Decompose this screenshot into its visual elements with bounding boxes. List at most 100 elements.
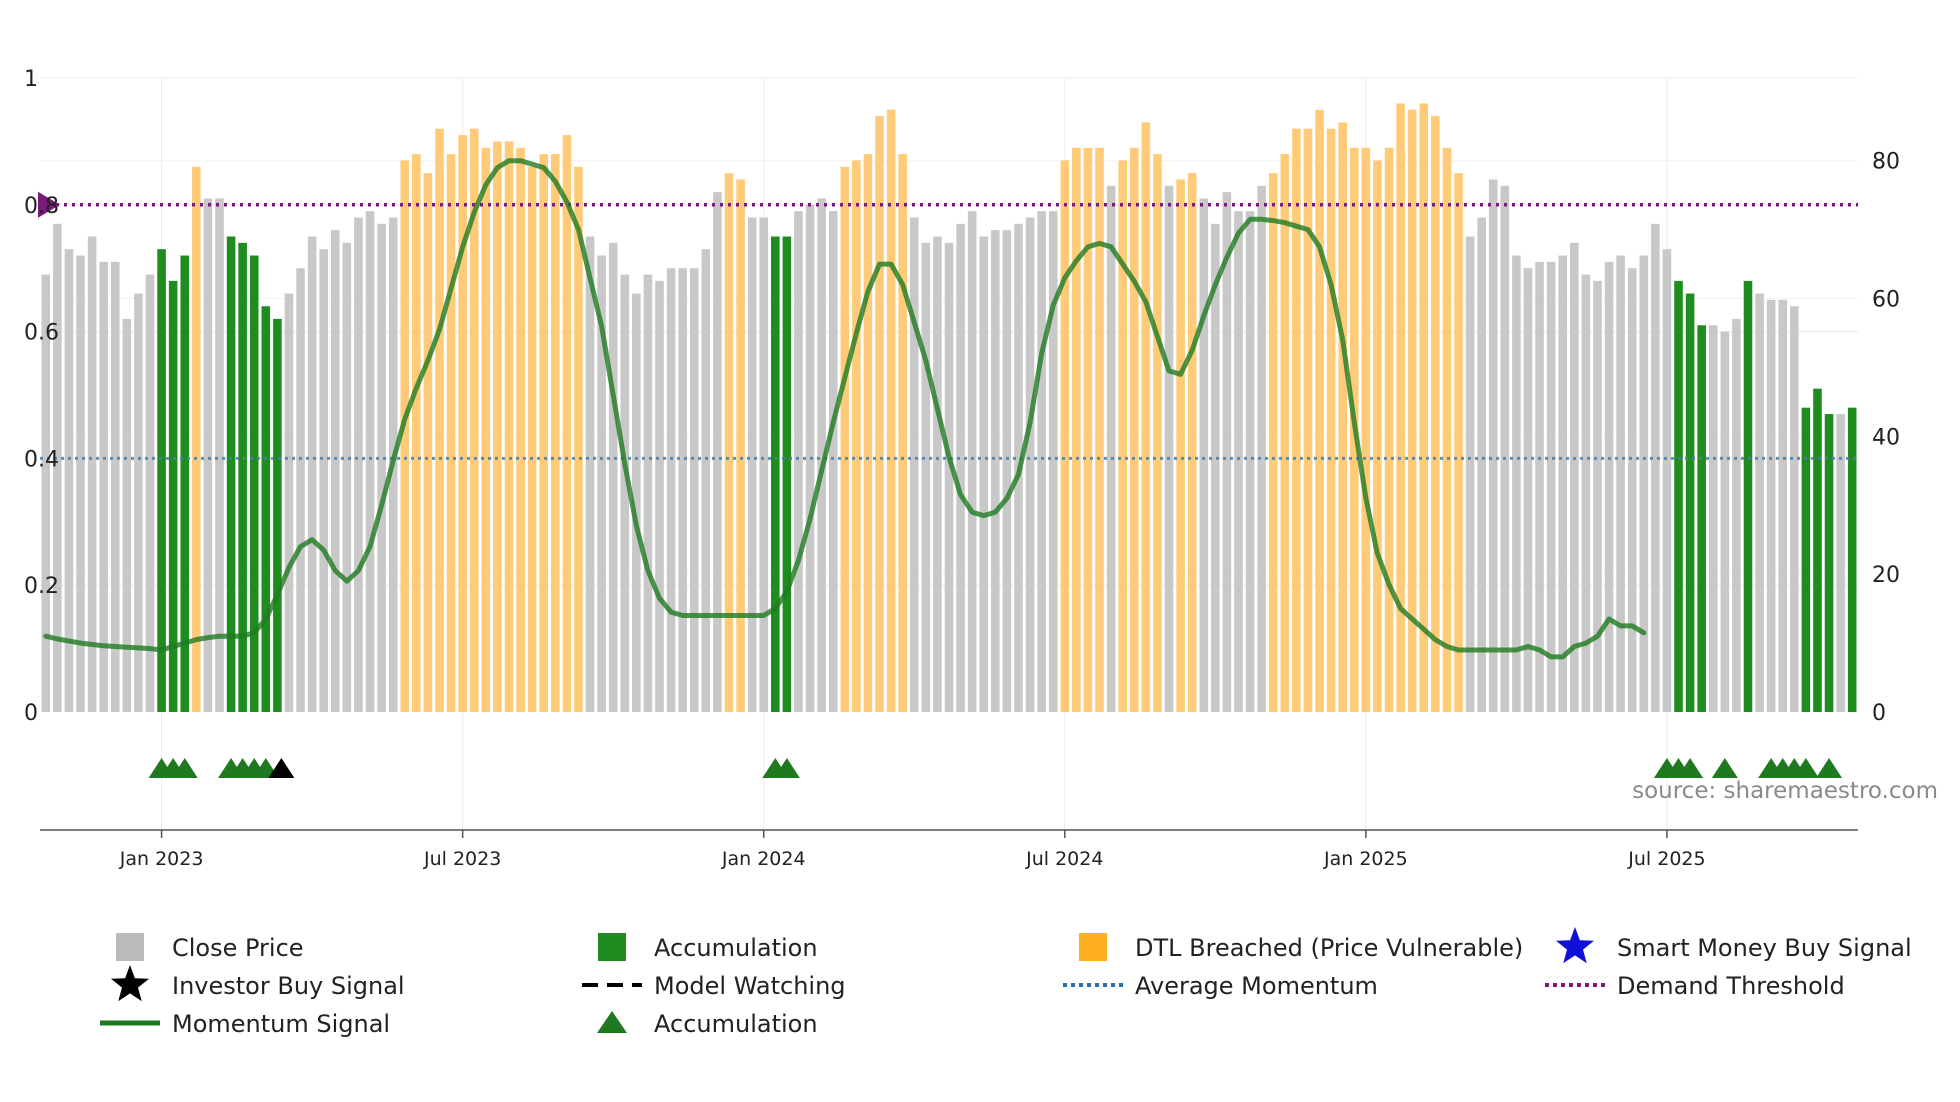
dtl-breached-bar <box>435 128 444 713</box>
close-price-bar <box>909 217 919 713</box>
legend-item: Momentum Signal <box>100 1010 390 1038</box>
close-price-bar <box>76 255 85 712</box>
accumulation-bar <box>771 236 780 712</box>
legend-label: Investor Buy Signal <box>172 972 405 1000</box>
close-price-bar <box>1581 274 1591 712</box>
legend-item: Average Momentum <box>1063 972 1378 1000</box>
close-price-bar <box>585 236 595 712</box>
dtl-breached-bar <box>516 147 525 713</box>
legend-item: Accumulation <box>598 933 818 962</box>
close-price-bar <box>1558 255 1568 712</box>
close-price-bar <box>365 211 375 712</box>
accumulation-triangle <box>1677 758 1704 778</box>
close-price-bar <box>1523 268 1533 712</box>
dtl-breached-bar <box>1431 116 1440 713</box>
close-price-bar <box>1836 414 1845 712</box>
close-price-bar <box>1639 255 1649 712</box>
accumulation-triangle <box>1711 758 1738 778</box>
close-price-bar <box>342 242 352 712</box>
date-axis-label: Jan 2023 <box>119 848 204 870</box>
left-axis-tick-label: 0 <box>24 701 38 726</box>
close-price-bar <box>620 274 630 712</box>
close-price-bar <box>53 223 62 712</box>
accumulation-bar <box>273 318 282 712</box>
close-price-bar <box>1234 211 1243 712</box>
accumulation-bar <box>1743 280 1753 712</box>
left-axis-tick-label: 0.2 <box>24 574 59 599</box>
close-price-bar <box>1500 185 1510 712</box>
dtl-breached-bar <box>1095 147 1104 713</box>
legend-square-icon <box>116 933 144 961</box>
close-price-bar <box>1002 230 1012 712</box>
close-price-bar <box>203 198 213 712</box>
dtl-breached-bar <box>1141 122 1151 712</box>
accumulation-bar <box>168 280 178 712</box>
left-axis-tick-label: 0.8 <box>24 194 59 219</box>
close-price-bar <box>759 217 769 713</box>
close-price-bar <box>1616 255 1625 712</box>
legend: Close Price Accumulation DTL Breached (Pri… <box>100 927 1912 1038</box>
accumulation-bar <box>180 255 190 712</box>
close-price-bar <box>134 293 143 712</box>
dtl-breached-bar <box>400 160 410 713</box>
legend-label: Smart Money Buy Signal <box>1617 934 1912 962</box>
dtl-breached-bar <box>886 109 896 712</box>
dtl-breached-bar <box>840 166 850 712</box>
legend-label: Accumulation <box>654 1010 818 1038</box>
bar-series <box>41 103 1857 713</box>
close-price-bar <box>354 217 363 713</box>
dtl-breached-bar <box>1407 109 1417 712</box>
dtl-breached-bar <box>1396 103 1405 713</box>
close-price-bar <box>1593 280 1602 712</box>
dtl-breached-bar <box>1384 147 1394 713</box>
dtl-breached-bar <box>1129 147 1139 713</box>
dtl-breached-bar <box>1083 147 1093 713</box>
dtl-breached-bar <box>724 173 734 713</box>
close-price-bar <box>1465 236 1475 712</box>
close-price-bar <box>1790 306 1799 712</box>
close-price-bar <box>979 236 989 712</box>
legend-item: Demand Threshold <box>1545 972 1845 1000</box>
accumulation-bar <box>249 255 259 712</box>
investor-buy-signal-marker <box>268 758 295 778</box>
dtl-breached-bar <box>1176 179 1185 712</box>
accumulation-triangle <box>1816 758 1843 778</box>
close-price-bar <box>1257 185 1266 712</box>
dtl-breached-bar <box>736 179 745 712</box>
dtl-breached-bar <box>1072 147 1081 713</box>
dtl-breached-bar <box>875 116 884 713</box>
close-price-bar <box>64 249 74 712</box>
close-price-bar <box>1778 299 1788 712</box>
close-price-bar <box>921 242 931 712</box>
close-price-bar <box>956 223 965 712</box>
date-axis-label: Jan 2025 <box>1323 848 1408 870</box>
close-price-bar <box>41 274 51 712</box>
dtl-breached-bar <box>551 154 560 712</box>
reference-lines <box>38 191 1858 460</box>
close-price-bar <box>713 192 722 712</box>
accumulation-triangle <box>773 758 800 778</box>
accumulation-bar <box>782 236 792 712</box>
right-axis-tick-label: 0 <box>1872 701 1886 726</box>
close-price-bar <box>87 236 97 712</box>
accumulation-bar <box>238 242 247 712</box>
close-price-bar <box>99 261 108 712</box>
dtl-breached-bar <box>1442 147 1452 713</box>
left-axis-tick-label: 1 <box>24 67 38 92</box>
dtl-breached-bar <box>1268 173 1278 713</box>
legend-item: Smart Money Buy Signal <box>1556 927 1912 964</box>
accumulation-triangle <box>1792 758 1819 778</box>
source-label: source: sharemaestro.com <box>1632 778 1938 804</box>
dtl-breached-bar <box>423 173 433 713</box>
close-price-bar <box>944 242 954 712</box>
close-price-bar <box>794 211 803 712</box>
close-price-bar <box>1512 255 1521 712</box>
legend-square-icon <box>1079 933 1107 961</box>
close-price-bar <box>284 293 294 712</box>
dtl-breached-bar <box>1292 128 1301 713</box>
right-axis-tick-label: 20 <box>1872 563 1900 588</box>
accumulation-bar <box>1674 280 1683 712</box>
close-price-bar <box>122 318 132 712</box>
legend-item: Investor Buy Signal <box>111 965 405 1002</box>
close-price-bar <box>1048 211 1058 712</box>
